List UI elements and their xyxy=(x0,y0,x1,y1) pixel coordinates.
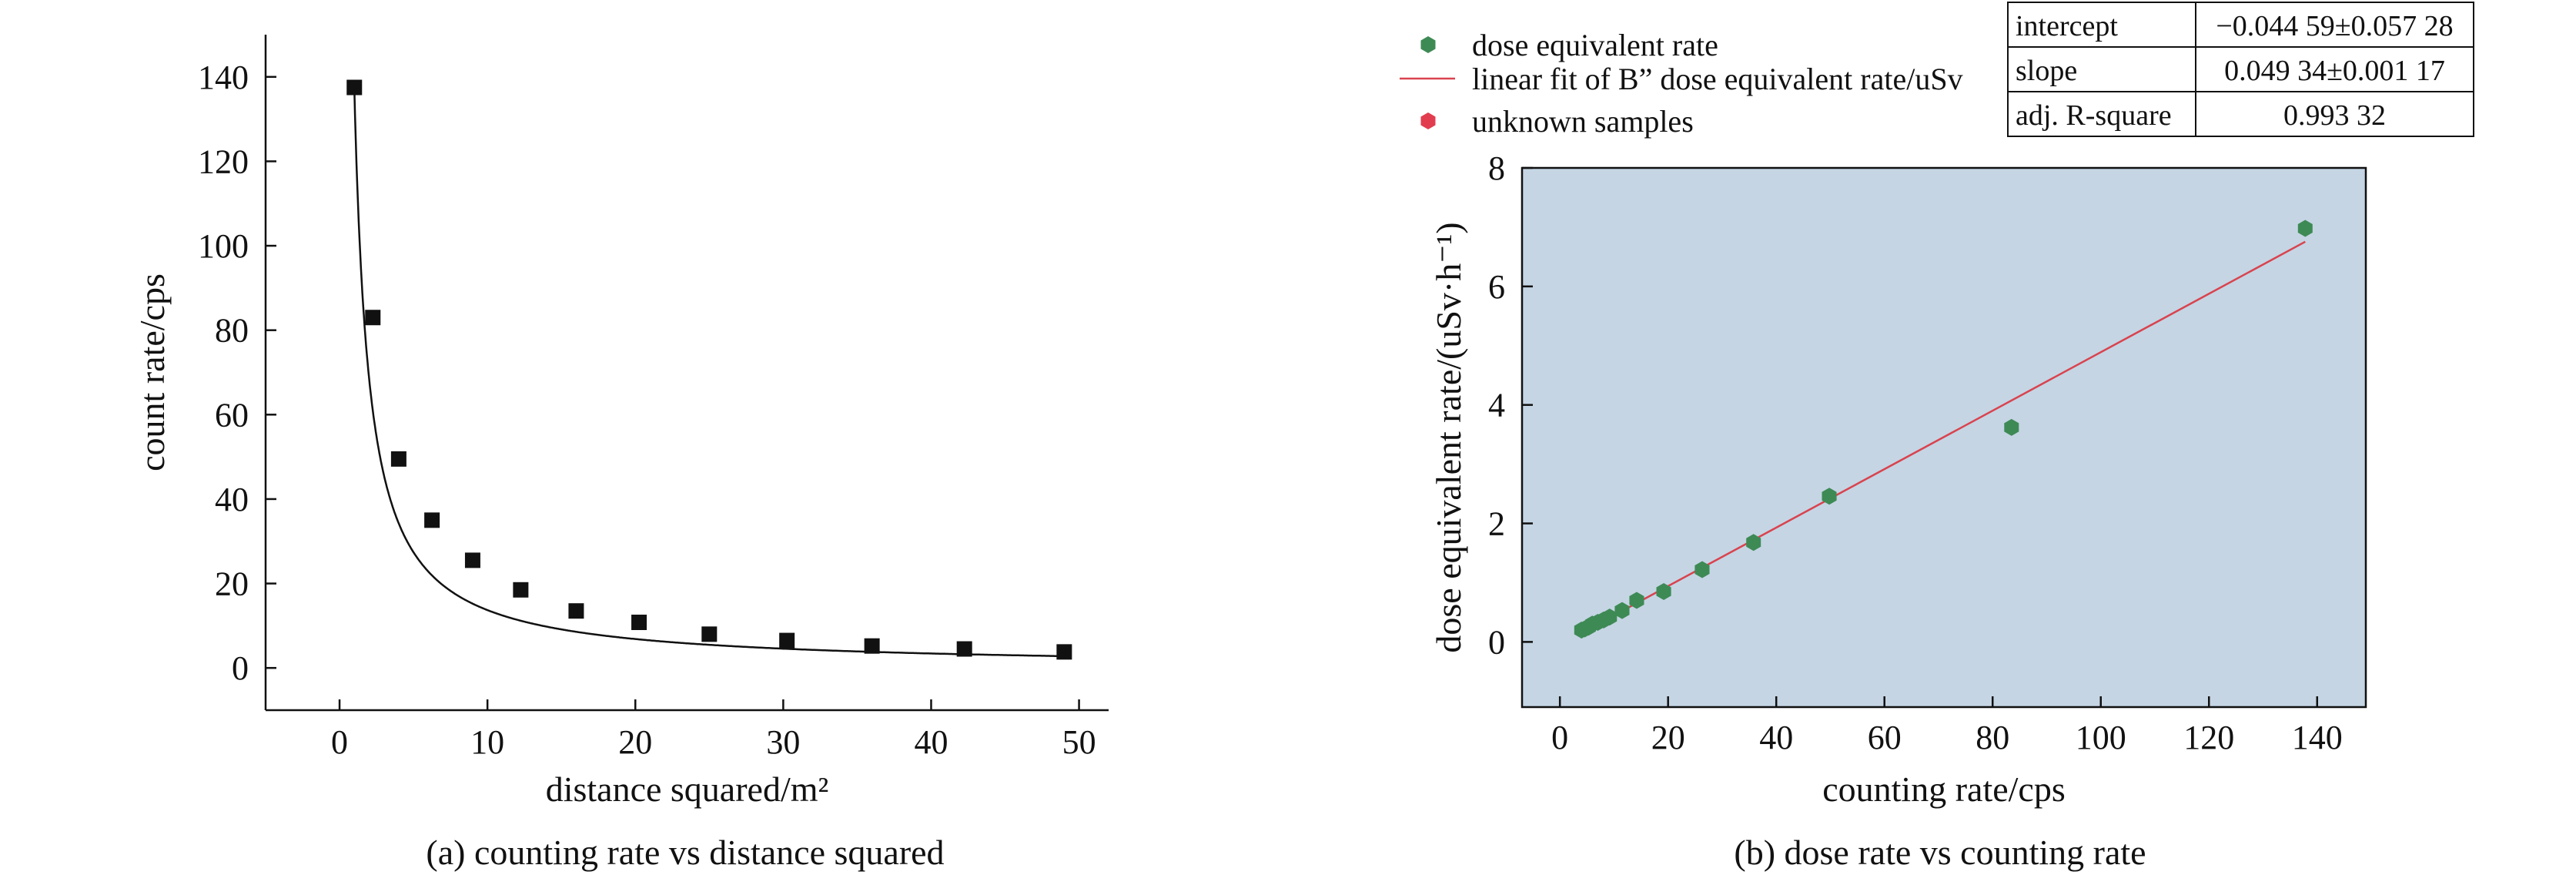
chart-b-x-tick-label: 140 xyxy=(2292,719,2343,756)
chart-a-point xyxy=(390,451,406,467)
chart-a-point xyxy=(568,603,584,619)
chart-a-x-tick-label: 40 xyxy=(914,723,948,761)
chart-a-point xyxy=(464,552,480,568)
chart-b-point xyxy=(1656,583,1671,600)
chart-a: 0 10 20 30 40 50 0 20 40 60 80 100 120 140 distance s… xyxy=(132,35,1109,872)
chart-a-point xyxy=(779,632,795,649)
chart-b-stats-table-key: slope xyxy=(2016,55,2077,87)
chart-a-y-tick-label: 100 xyxy=(198,227,249,265)
chart-b-point xyxy=(1629,592,1644,609)
chart-a-x-axis-label: distance squared/m² xyxy=(546,769,829,809)
chart-a-caption: (a) counting rate vs distance squared xyxy=(426,833,944,872)
chart-b-stats-table-key: intercept xyxy=(2016,10,2118,42)
chart-b-stats-table: intercept −0.044 59±0.057 28 slope 0.049 34… xyxy=(2007,2,2474,137)
chart-b-point xyxy=(2004,418,2019,436)
chart-a-y-axis-label: count rate/cps xyxy=(132,273,172,471)
chart-a-x-tick-label: 10 xyxy=(470,723,504,761)
chart-b-stats-table-value: −0.044 59±0.057 28 xyxy=(2216,10,2453,42)
chart-a-point xyxy=(701,626,718,642)
chart-b-x-tick-label: 20 xyxy=(1651,719,1685,756)
chart-a-y-tick-label: 20 xyxy=(215,565,249,603)
chart-b-stats-table-frame xyxy=(2007,2,2474,137)
chart-b-point xyxy=(1614,602,1630,619)
chart-a-y-tick-label: 60 xyxy=(215,396,249,434)
chart-a-point xyxy=(365,310,381,326)
chart-b-x-tick-label: 120 xyxy=(2183,719,2234,756)
chart-b-y-tick-label: 8 xyxy=(1488,149,1505,187)
chart-a-x-tick-label: 0 xyxy=(331,723,348,761)
chart-a-y-tick-label: 140 xyxy=(198,59,249,96)
chart-a-point xyxy=(631,614,647,630)
chart-b-y-tick-label: 2 xyxy=(1488,505,1505,543)
chart-b-point xyxy=(1694,561,1710,578)
chart-a-y-tick-label: 40 xyxy=(215,481,249,518)
chart-b-x-axis-label: counting rate/cps xyxy=(1822,769,2066,809)
chart-a-x-tick-label: 50 xyxy=(1062,723,1096,761)
chart-b-stats-table-value: 0.993 32 xyxy=(2283,99,2386,132)
chart-b-x-tick-label: 80 xyxy=(1975,719,2009,756)
chart-b-stats-table-key: adj. R-square xyxy=(2016,99,2172,132)
chart-a-point xyxy=(346,79,363,96)
chart-b-legend-marker xyxy=(1420,112,1436,129)
chart-a-point xyxy=(956,641,972,657)
chart-a-ticks: 0 10 20 30 40 50 0 20 40 60 80 100 120 140 xyxy=(198,59,1096,761)
chart-b-y-axis-label: dose equivalent rate/(uSv·h⁻¹) xyxy=(1429,222,1468,652)
chart-b-x-tick-label: 0 xyxy=(1551,719,1568,756)
chart-a-y-tick-label: 120 xyxy=(198,142,249,180)
chart-b-legend-label: linear fit of B” dose equivalent rate/uS… xyxy=(1472,62,1963,96)
chart-b-legend-label: dose equivalent rate xyxy=(1472,28,1718,62)
chart-a-point xyxy=(424,512,440,528)
chart-a-point xyxy=(1056,644,1072,660)
chart-b-point xyxy=(1822,488,1837,505)
chart-b-x-tick-label: 40 xyxy=(1759,719,1793,756)
chart-b-x-tick-label: 60 xyxy=(1868,719,1902,756)
chart-a-x-tick-label: 30 xyxy=(766,723,800,761)
chart-b-caption: (b) dose rate vs counting rate xyxy=(1734,833,2146,872)
chart-b-y-tick-label: 6 xyxy=(1488,268,1505,306)
chart-b-point xyxy=(1746,534,1761,551)
chart-a-points xyxy=(346,79,1072,660)
chart-a-y-tick-label: 80 xyxy=(215,312,249,350)
chart-b-y-tick-label: 0 xyxy=(1488,623,1505,661)
chart-a-point xyxy=(864,638,880,654)
chart-b-legend-label: unknown samples xyxy=(1472,104,1694,139)
chart-b-x-tick-label: 100 xyxy=(2076,719,2126,756)
chart-a-point xyxy=(513,582,529,598)
chart-b-y-tick-label: 4 xyxy=(1488,387,1505,424)
chart-b-stats-table-value: 0.049 34±0.001 17 xyxy=(2224,55,2445,87)
chart-a-x-tick-label: 20 xyxy=(618,723,652,761)
chart-b-legend-marker xyxy=(1420,36,1436,53)
chart-b: 0 20 40 60 80 100 120 140 0 2 4 6 8 counting rate/cp… xyxy=(1400,2,2474,872)
chart-b-ticks: 0 20 40 60 80 100 120 140 0 2 4 6 8 xyxy=(1488,149,2343,756)
chart-a-y-tick-label: 0 xyxy=(232,649,249,687)
chart-b-point xyxy=(2297,220,2313,237)
chart-b-points xyxy=(1574,220,2313,639)
chart-b-point xyxy=(1602,608,1618,626)
chart-a-fit-curve xyxy=(353,86,1065,658)
